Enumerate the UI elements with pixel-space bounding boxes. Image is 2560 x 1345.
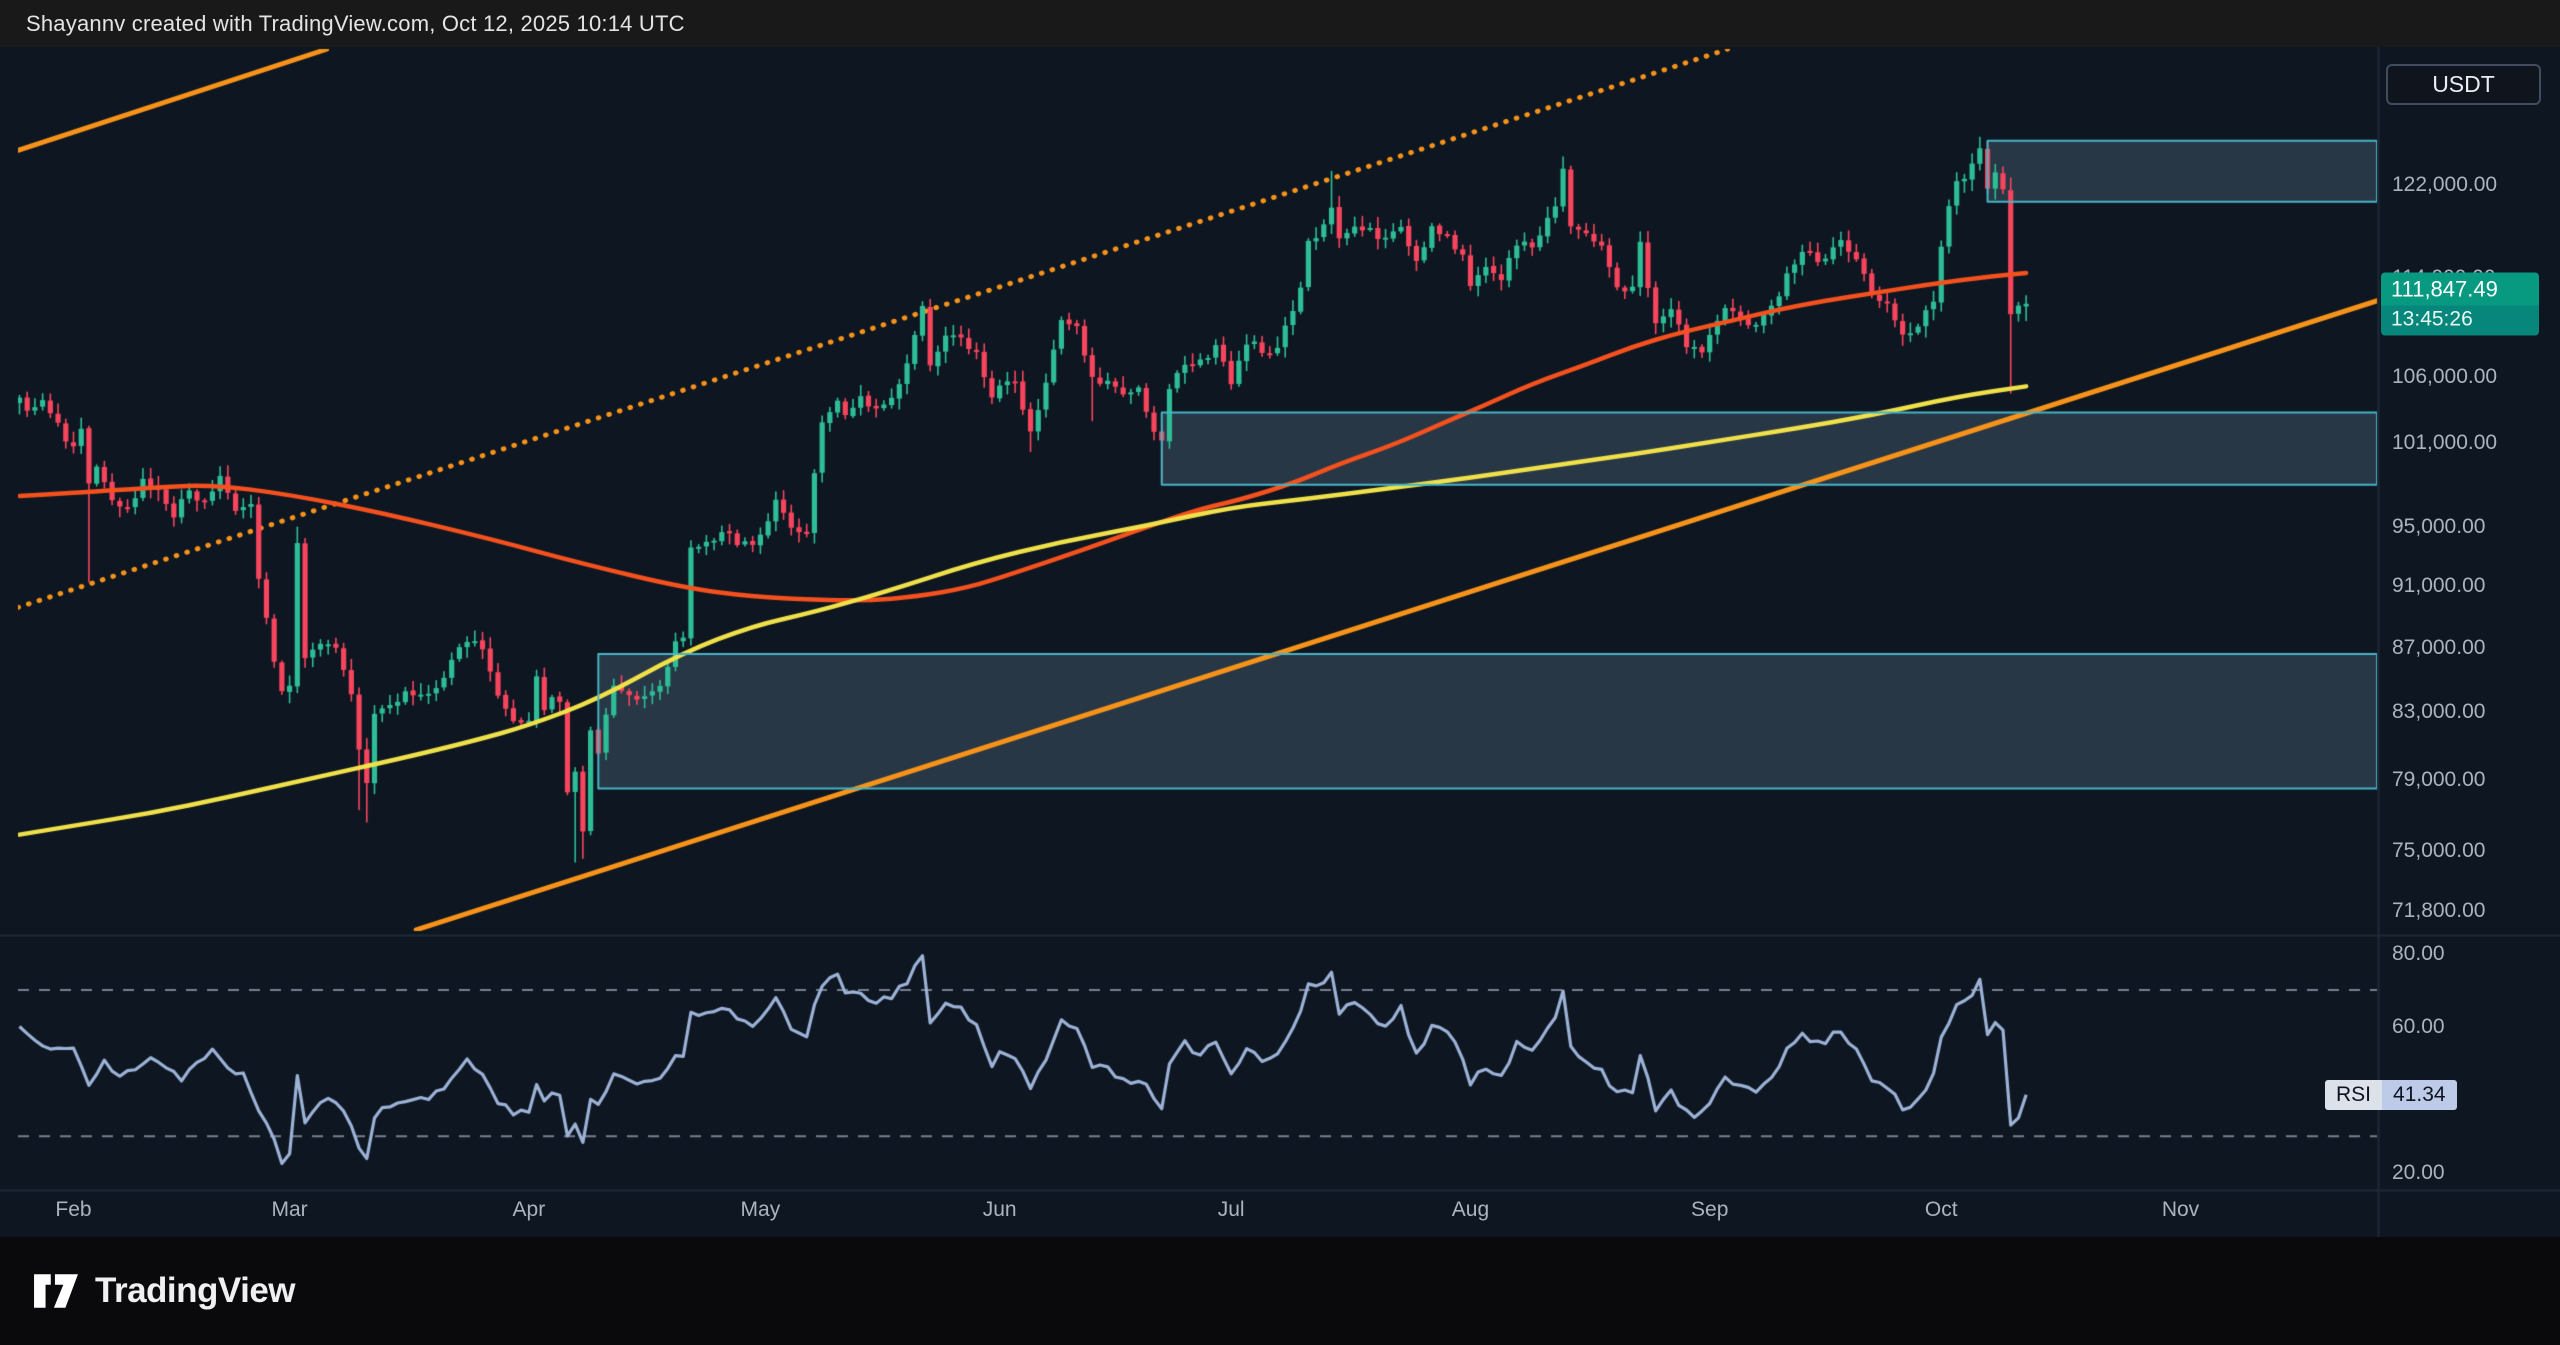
price-axis-label: 106,000.00 xyxy=(2392,365,2498,389)
time-axis-month-label: Aug xyxy=(1451,1198,1490,1221)
time-axis-month-label: May xyxy=(740,1198,781,1221)
price-axis-label: 87,000.00 xyxy=(2392,635,2486,659)
time-axis-month-label: Jun xyxy=(982,1198,1017,1221)
attribution-text: Shayannv created with TradingView.com, O… xyxy=(26,10,685,36)
rsi-axis-label: 60.00 xyxy=(2392,1014,2445,1038)
price-axis-label: 79,000.00 xyxy=(2392,767,2486,791)
header-bar: Shayannv created with TradingView.com, O… xyxy=(0,0,2560,47)
bar-countdown-timer: 13:45:26 xyxy=(2381,305,2539,336)
price-axis-label: 71,800.00 xyxy=(2392,898,2486,922)
time-axis-month-label: Sep xyxy=(1691,1198,1729,1221)
tradingview-logo-icon xyxy=(33,1273,79,1309)
price-axis-label: 83,000.00 xyxy=(2392,700,2486,724)
rsi-axis-label: 80.00 xyxy=(2392,941,2445,965)
current-price-value: 111,847.49 xyxy=(2381,272,2539,306)
rsi-axis-label: 20.00 xyxy=(2392,1160,2445,1184)
price-axis-label: 101,000.00 xyxy=(2392,431,2498,455)
rsi-name-label: RSI xyxy=(2325,1079,2383,1110)
rsi-current-value: 41.34 xyxy=(2382,1079,2457,1110)
time-axis-month-label: Apr xyxy=(512,1198,546,1221)
rsi-indicator-readout: RSI 41.34 xyxy=(2325,1079,2457,1110)
time-axis-month-label: Nov xyxy=(2161,1198,2200,1221)
price-axis-label: 75,000.00 xyxy=(2392,838,2486,862)
time-axis-month-label: Oct xyxy=(1924,1198,1958,1221)
symbol-currency-button[interactable]: USDT xyxy=(2386,64,2541,105)
time-axis-month-label: Feb xyxy=(55,1198,92,1221)
current-price-label: 111,847.49 13:45:26 xyxy=(2381,272,2539,336)
price-axis-label: 122,000.00 xyxy=(2392,172,2498,196)
time-axis-month-label: Mar xyxy=(271,1198,308,1221)
footer-bar: TradingView xyxy=(0,1237,2560,1345)
price-axis-label: 95,000.00 xyxy=(2392,515,2486,539)
time-axis-month-label: Jul xyxy=(1217,1198,1245,1221)
price-axis-label: 91,000.00 xyxy=(2392,574,2486,598)
tradingview-wordmark: TradingView xyxy=(95,1271,296,1310)
tradingview-logo-link[interactable]: TradingView xyxy=(33,1271,296,1311)
